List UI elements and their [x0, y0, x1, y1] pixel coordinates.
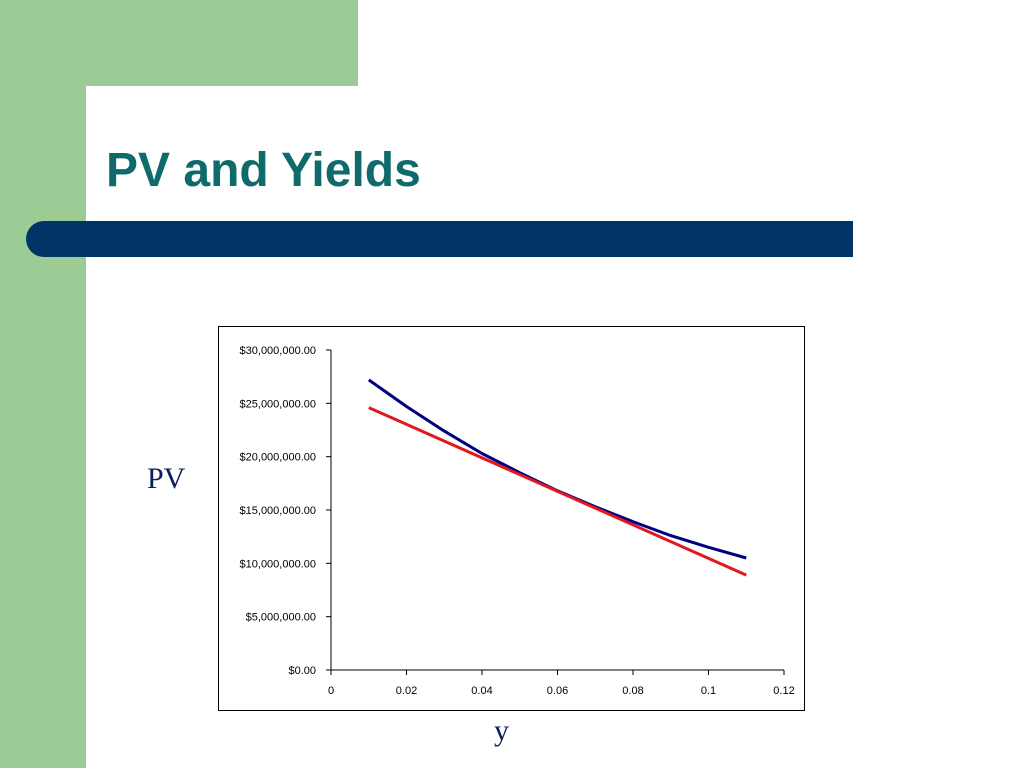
series-line-2	[368, 406, 747, 577]
x-axis-label: y	[494, 714, 509, 747]
x-tick-label: 0.08	[622, 685, 643, 697]
y-tick-label: $30,000,000.00	[240, 345, 316, 357]
y-tick-label: $10,000,000.00	[240, 558, 316, 570]
pv-yield-chart: $0.00 $5,000,000.00 $10,000,000.00 $15,000,…	[240, 345, 795, 697]
title-underline-bar	[26, 221, 853, 257]
slide-title: PV and Yields	[106, 144, 421, 197]
top-green-band	[0, 0, 358, 86]
x-tick-label: 0	[328, 685, 334, 697]
chart-frame: $0.00 $5,000,000.00 $10,000,000.00 $15,000,…	[218, 326, 805, 711]
y-tick-label: $5,000,000.00	[246, 612, 316, 624]
y-axis-label: PV	[147, 462, 186, 495]
sidebar-green-band	[0, 0, 86, 768]
x-tick-label: 0.02	[396, 685, 417, 697]
series-line-1	[367, 378, 747, 560]
x-tick-label: 0.06	[547, 685, 568, 697]
x-tick-label: 0.1	[701, 685, 716, 697]
x-tick-label: 0.04	[471, 685, 492, 697]
x-tick-label: 0.12	[773, 685, 794, 697]
y-tick-label: $15,000,000.00	[240, 505, 316, 517]
y-tick-label: $0.00	[288, 665, 316, 677]
y-tick-label: $20,000,000.00	[240, 452, 316, 464]
y-tick-label: $25,000,000.00	[240, 398, 316, 410]
